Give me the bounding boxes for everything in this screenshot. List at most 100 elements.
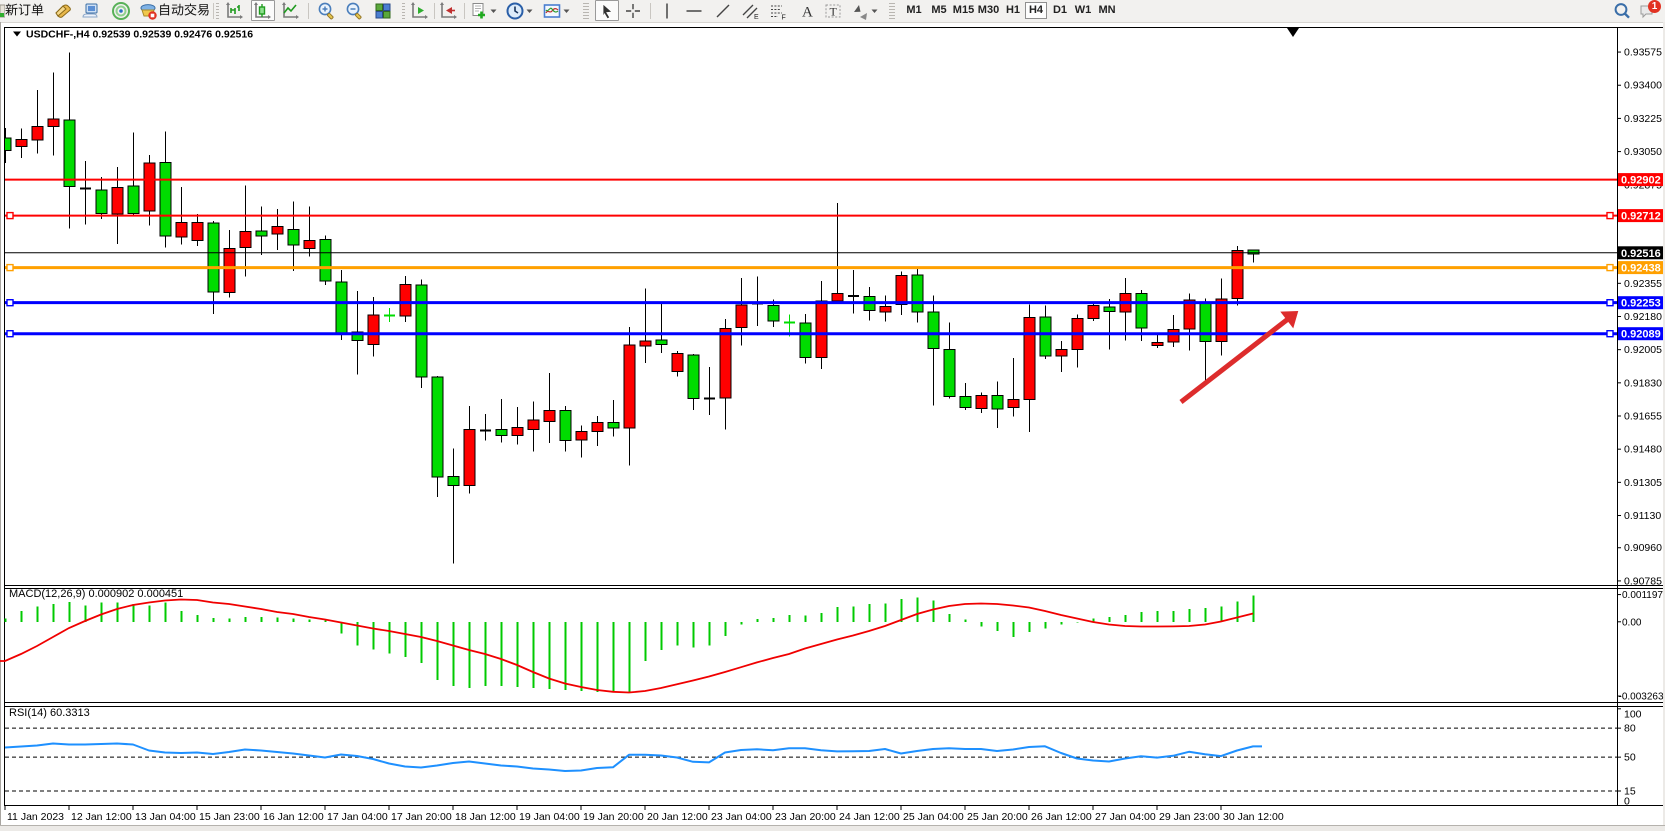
tf-m5[interactable]: M5 bbox=[931, 4, 947, 16]
autotrade-icon bbox=[138, 1, 158, 21]
clock-icon bbox=[505, 1, 525, 21]
vline-button[interactable] bbox=[657, 0, 677, 21]
tf-h4[interactable]: H4 bbox=[1025, 2, 1047, 19]
candle-body bbox=[5, 137, 12, 151]
templates-button[interactable] bbox=[542, 0, 574, 21]
chart-title: USDCHF-,H4 0.92539 0.92539 0.92476 0.925… bbox=[13, 29, 253, 41]
crosshair-button[interactable] bbox=[623, 0, 645, 21]
candle-body bbox=[31, 126, 44, 141]
candle-body bbox=[943, 349, 956, 397]
tf-m1[interactable]: M1 bbox=[906, 4, 922, 16]
tf-d1[interactable]: D1 bbox=[1052, 4, 1068, 16]
candle-body bbox=[415, 284, 428, 378]
candle-body bbox=[303, 240, 316, 249]
toolbar-sep bbox=[308, 3, 309, 19]
chart-shift-marker[interactable] bbox=[1287, 28, 1299, 37]
candle-body bbox=[831, 293, 844, 302]
candle-body bbox=[335, 281, 348, 336]
time-tick-label: 26 Jan 12:00 bbox=[1031, 811, 1092, 823]
hline-handle[interactable] bbox=[6, 263, 14, 272]
rsi-label: RSI(14) 60.3313 bbox=[9, 707, 90, 719]
hline-handle[interactable] bbox=[1606, 299, 1614, 307]
line-chart-icon bbox=[280, 1, 300, 21]
candle-body bbox=[1135, 293, 1148, 329]
candle-body bbox=[239, 231, 252, 249]
tf-m15[interactable]: M15 bbox=[952, 4, 975, 16]
time-axis: 11 Jan 2023 12 Jan 12:00 13 Jan 04:00 15 Ja… bbox=[4, 806, 1284, 823]
zoom-in-button[interactable] bbox=[316, 0, 338, 21]
price-tick-label: 0.91655 bbox=[1624, 411, 1662, 423]
time-tick-label: 19 Jan 04:00 bbox=[519, 811, 580, 823]
tf-mn[interactable]: MN bbox=[1098, 4, 1116, 16]
time-tick-label: 20 Jan 12:00 bbox=[647, 811, 708, 823]
candle-body bbox=[687, 354, 700, 400]
hlines bbox=[5, 178, 1617, 338]
candle-body bbox=[511, 426, 524, 437]
fibonacci-button[interactable]: F bbox=[768, 0, 793, 21]
frame-line bbox=[1179, 317, 1290, 404]
price-tick-label: 0.92005 bbox=[1624, 344, 1662, 356]
periods-button[interactable] bbox=[505, 0, 536, 21]
tf-h1[interactable]: H1 bbox=[1005, 4, 1021, 16]
hline-handle[interactable] bbox=[6, 330, 14, 338]
candle-body bbox=[911, 274, 924, 313]
line-chart-button[interactable] bbox=[280, 0, 300, 21]
candle-chart-button[interactable] bbox=[251, 0, 275, 21]
shapes-button[interactable] bbox=[850, 0, 884, 21]
rsi-tick-label: 80 bbox=[1624, 723, 1636, 735]
search-button[interactable] bbox=[1612, 0, 1636, 21]
svg-text:T: T bbox=[830, 4, 838, 18]
candle-body bbox=[495, 429, 508, 437]
zoom-out-button[interactable] bbox=[344, 0, 365, 21]
price-tick-label: 0.91480 bbox=[1624, 444, 1662, 456]
macd-tick-label: 0.001197 bbox=[1622, 590, 1663, 601]
label-button[interactable]: T bbox=[823, 0, 844, 21]
price-badge-label: 0.92438 bbox=[1621, 263, 1661, 275]
hline-handle[interactable] bbox=[1606, 263, 1614, 272]
notifications-button[interactable]: 1 bbox=[1638, 0, 1662, 21]
price-badge-label: 0.92516 bbox=[1621, 248, 1661, 260]
candle-body bbox=[447, 476, 460, 487]
hline-button[interactable] bbox=[684, 0, 709, 21]
computer-icon bbox=[81, 1, 101, 21]
auto-trading-button-label bbox=[158, 3, 210, 18]
hline-handle[interactable] bbox=[1606, 330, 1614, 338]
price-tick-label: 0.90785 bbox=[1624, 575, 1662, 587]
fibonacci-icon: F bbox=[768, 1, 788, 21]
tf-m30[interactable]: M30 bbox=[977, 4, 1000, 16]
candle-body bbox=[463, 429, 476, 487]
trendline-button[interactable] bbox=[713, 0, 735, 21]
candle-body bbox=[143, 162, 156, 212]
chart-shift-button[interactable] bbox=[409, 0, 431, 21]
hline-handle[interactable] bbox=[1606, 211, 1614, 220]
auto-trading-button[interactable] bbox=[138, 0, 210, 21]
cursor-button[interactable] bbox=[595, 0, 619, 21]
price-tick-label: 0.93400 bbox=[1624, 80, 1662, 92]
channel-button[interactable]: E bbox=[740, 0, 764, 21]
new-order-button[interactable] bbox=[0, 0, 46, 21]
text-button[interactable]: A bbox=[797, 0, 817, 21]
candle-body bbox=[591, 422, 604, 433]
bar-chart-button[interactable] bbox=[224, 0, 244, 21]
hline-handle[interactable] bbox=[6, 211, 14, 220]
candle-body bbox=[255, 230, 268, 237]
search-icon bbox=[1612, 1, 1632, 21]
price-tick-label: 0.91830 bbox=[1624, 377, 1662, 389]
hline-handle[interactable] bbox=[6, 299, 14, 307]
candle-body bbox=[1231, 249, 1244, 300]
chart-window: 0.935750.934000.932250.930500.928750.927… bbox=[0, 22, 1665, 831]
tf-w1[interactable]: W1 bbox=[1074, 4, 1092, 16]
trend-arrow-object[interactable] bbox=[1179, 311, 1299, 404]
auto-scroll-button[interactable] bbox=[438, 0, 461, 21]
macd-signal-line bbox=[0, 598, 1254, 694]
candle-body bbox=[767, 305, 780, 322]
indicators-button[interactable] bbox=[469, 0, 500, 21]
signals-button[interactable] bbox=[111, 0, 131, 21]
bar-chart-icon bbox=[224, 1, 244, 21]
time-tick-label: 12 Jan 12:00 bbox=[71, 811, 132, 823]
toolbar-grip bbox=[586, 3, 589, 19]
toolbar: E F A T M1 M5 M15 M30 H1 H4 D1 W1 MN 1 bbox=[0, 0, 1665, 23]
depth-button[interactable] bbox=[53, 0, 73, 21]
terminal-button[interactable] bbox=[81, 0, 101, 21]
tile-windows-button[interactable] bbox=[373, 0, 395, 21]
